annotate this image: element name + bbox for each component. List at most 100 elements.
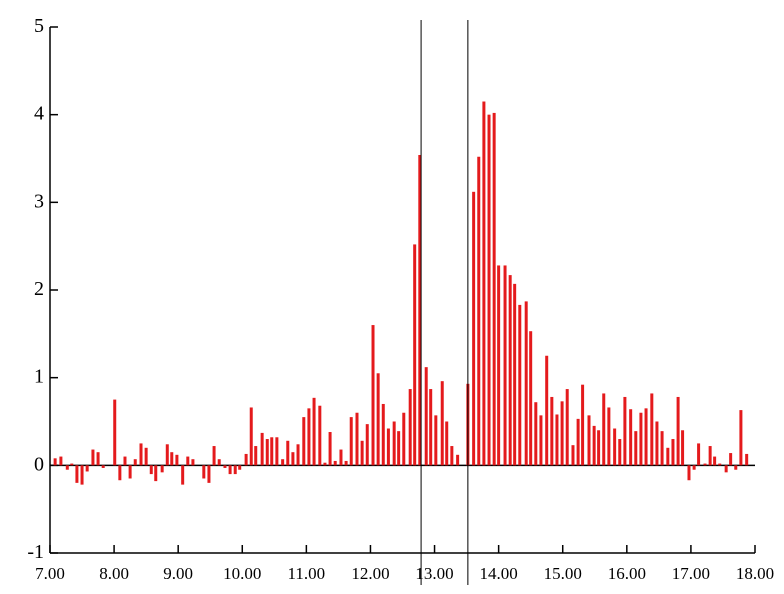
- bar: [165, 444, 169, 466]
- bar: [154, 465, 158, 482]
- x-tick-label: 14.00: [480, 564, 518, 583]
- bar: [139, 443, 143, 466]
- bar: [344, 460, 348, 466]
- bar: [175, 454, 179, 466]
- bar: [318, 405, 322, 466]
- bar: [360, 440, 364, 466]
- bar: [328, 432, 332, 466]
- bar: [597, 430, 601, 466]
- bar: [487, 114, 491, 466]
- y-tick-label: 1: [34, 366, 44, 388]
- bar: [291, 452, 295, 466]
- bar: [644, 408, 648, 466]
- bar: [101, 465, 105, 468]
- bar: [249, 407, 253, 466]
- bar: [456, 454, 460, 466]
- bar: [734, 465, 738, 470]
- bar: [560, 401, 564, 466]
- y-tick-label: 4: [34, 103, 44, 125]
- bar: [128, 465, 132, 479]
- bar: [482, 101, 486, 466]
- bar: [607, 407, 611, 466]
- bar: [386, 428, 390, 466]
- bar: [634, 431, 638, 466]
- bar: [555, 414, 559, 466]
- bar: [80, 465, 84, 485]
- bar: [91, 449, 95, 466]
- bar: [424, 367, 428, 466]
- bar: [450, 446, 454, 466]
- bar: [397, 431, 401, 466]
- bar: [413, 244, 417, 466]
- bar: [729, 453, 733, 466]
- bar: [440, 381, 444, 466]
- bar: [739, 410, 743, 466]
- bar: [671, 439, 675, 466]
- bar: [149, 465, 153, 475]
- bar: [376, 373, 380, 466]
- bar: [333, 460, 337, 466]
- bar: [445, 421, 449, 466]
- bar: [497, 265, 501, 466]
- bar: [286, 440, 290, 466]
- bar: [323, 462, 327, 466]
- bar: [692, 465, 696, 470]
- bar: [666, 447, 670, 466]
- bar: [296, 444, 300, 466]
- bar: [592, 425, 596, 466]
- bar: [302, 417, 306, 466]
- bar: [687, 465, 691, 481]
- bar: [170, 452, 174, 466]
- bar: [371, 325, 375, 466]
- bar: [96, 452, 100, 466]
- bar: [676, 396, 680, 466]
- bar: [534, 402, 538, 466]
- bar: [281, 459, 285, 466]
- bar: [392, 421, 396, 466]
- bar: [718, 463, 722, 466]
- bar: [581, 384, 585, 466]
- x-tick-label: 10.00: [223, 564, 261, 583]
- bar: [202, 465, 206, 479]
- bar: [212, 446, 216, 466]
- bar: [650, 393, 654, 466]
- bar: [539, 415, 543, 466]
- bar: [123, 456, 127, 466]
- bar: [472, 191, 476, 466]
- bar: [703, 463, 707, 466]
- x-tick-label: 7.00: [35, 564, 65, 583]
- bar: [260, 432, 264, 466]
- bar: [349, 417, 353, 466]
- bar: [639, 412, 643, 466]
- bar: [529, 331, 533, 466]
- bar: [270, 437, 274, 466]
- y-tick-label: 0: [34, 453, 44, 475]
- bar: [160, 465, 164, 473]
- bar: [418, 154, 422, 466]
- x-tick-label: 16.00: [608, 564, 646, 583]
- x-tick-label: 18.00: [736, 564, 774, 583]
- bar: [629, 409, 633, 466]
- bar: [623, 396, 627, 466]
- bar: [70, 463, 74, 466]
- bar: [312, 397, 316, 466]
- bar: [275, 437, 279, 466]
- bar: [113, 399, 117, 466]
- bar: [660, 431, 664, 466]
- y-tick-label: 3: [34, 190, 44, 212]
- y-tick-label: 5: [34, 15, 44, 37]
- bar: [228, 465, 232, 475]
- bar: [355, 412, 359, 466]
- x-tick-label: 17.00: [672, 564, 710, 583]
- bar: [85, 465, 89, 472]
- bar: [571, 445, 575, 466]
- y-tick-label: 2: [34, 278, 44, 300]
- bar: [133, 459, 137, 466]
- bar: [477, 156, 481, 466]
- bar: [524, 301, 528, 466]
- bar: [434, 415, 438, 466]
- bar: [408, 389, 412, 466]
- bar: [238, 465, 242, 470]
- bar: [518, 304, 522, 466]
